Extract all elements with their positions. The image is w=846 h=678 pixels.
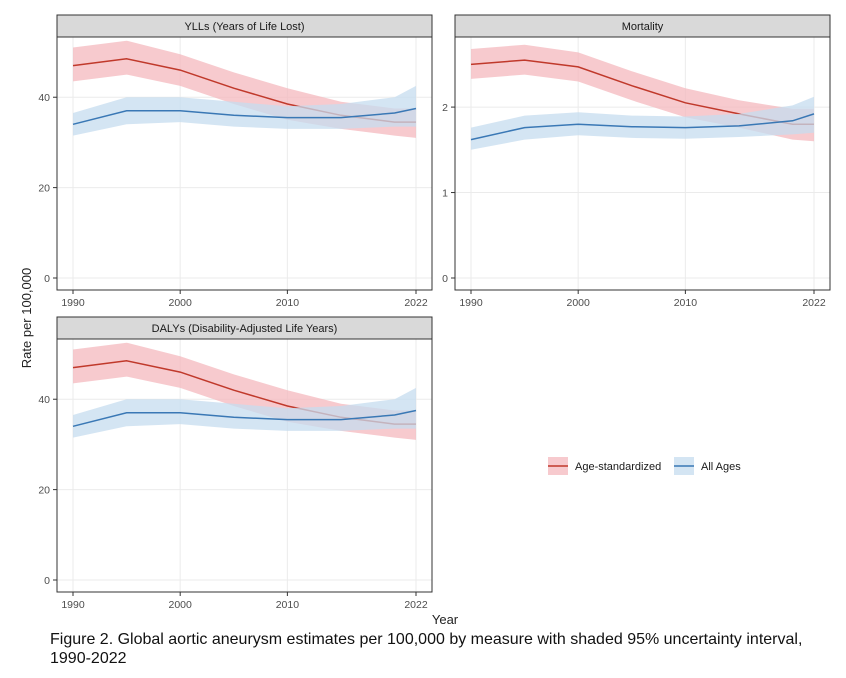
y-tick-label: 2 xyxy=(442,102,448,114)
x-tick-label: 2022 xyxy=(404,297,428,309)
legend-label: Age-standardized xyxy=(575,461,661,473)
x-tick-label: 2022 xyxy=(404,599,428,611)
series-line-all xyxy=(470,113,815,141)
x-tick-label: 2022 xyxy=(802,297,826,309)
y-tick-label: 40 xyxy=(38,92,50,104)
panel-frame xyxy=(56,36,433,291)
x-tick-label: 1990 xyxy=(459,297,483,309)
x-tick-label: 2000 xyxy=(567,297,591,309)
x-tick-label: 2010 xyxy=(674,297,698,309)
panel-title: YLLs (Years of Life Lost) xyxy=(184,21,304,33)
x-tick-label: 2000 xyxy=(169,599,193,611)
x-tick-label: 2010 xyxy=(276,599,300,611)
series-line-all xyxy=(72,107,417,126)
y-axis-title: Rate per 100,000 xyxy=(19,268,34,368)
uncertainty-band-all xyxy=(471,96,814,150)
legend: Age-standardized All Ages xyxy=(548,457,741,475)
panel-title: DALYs (Disability-Adjusted Life Years) xyxy=(152,323,338,335)
legend-label: All Ages xyxy=(701,461,741,473)
y-tick-label: 1 xyxy=(442,188,448,200)
y-tick-label: 0 xyxy=(44,575,50,587)
y-tick-label: 20 xyxy=(38,485,50,497)
x-axis-title: Year xyxy=(432,612,459,627)
panel-2: Mortality 0 1 2 1990 2000 2010 2022 xyxy=(442,14,831,309)
legend-item-all: All Ages xyxy=(674,457,741,475)
legend-item-age: Age-standardized xyxy=(548,457,661,475)
panel-1: YLLs (Years of Life Lost) 0 20 40 1990 2000 20… xyxy=(38,14,433,309)
y-tick-label: 0 xyxy=(44,273,50,285)
uncertainty-band-all xyxy=(73,85,416,136)
uncertainty-band-all xyxy=(73,387,416,438)
panel-frame xyxy=(454,36,831,291)
series-line-all xyxy=(72,409,417,428)
panel-3: DALYs (Disability-Adjusted Life Years) 0 2… xyxy=(38,316,433,611)
figure-caption: Figure 2. Global aortic aneurysm estimat… xyxy=(50,631,803,667)
y-tick-label: 40 xyxy=(38,394,50,406)
x-tick-label: 1990 xyxy=(61,599,85,611)
y-tick-label: 0 xyxy=(442,273,448,285)
x-tick-label: 2010 xyxy=(276,297,300,309)
x-tick-label: 2000 xyxy=(169,297,193,309)
y-tick-label: 20 xyxy=(38,183,50,195)
x-tick-label: 1990 xyxy=(61,297,85,309)
panel-title: Mortality xyxy=(622,21,664,33)
panel-frame xyxy=(56,338,433,593)
